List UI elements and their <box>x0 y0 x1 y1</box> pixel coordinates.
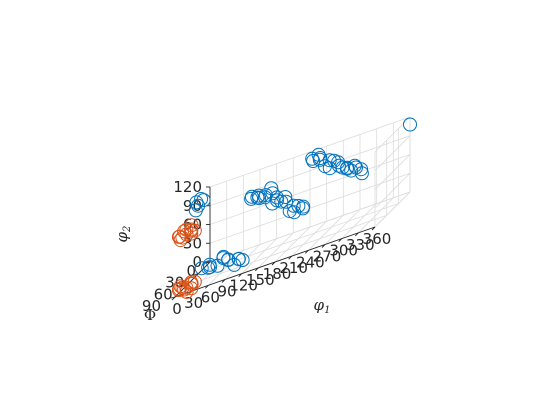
grid-line-z-backwall <box>209 135 411 207</box>
data-point-marker <box>187 274 202 289</box>
x-tick-label: 210 <box>279 259 308 277</box>
y-axis-label: Φ <box>144 306 156 324</box>
tick-labels: 0 306090120150180210240270300330360030609… <box>142 178 391 318</box>
y-tick-label: 0 <box>186 262 196 280</box>
x-tick-label: 90 <box>217 283 236 301</box>
grid-line-x-floor <box>274 226 311 263</box>
z-axis-label: φ2 <box>113 226 133 243</box>
data-point-marker <box>202 257 217 272</box>
grid-line-z-backwall <box>209 154 411 225</box>
data-point-marker <box>196 193 211 208</box>
grid-line-x-floor <box>241 238 277 274</box>
grid-line-x-floor <box>341 203 377 239</box>
x-tick-label: 150 <box>246 271 275 289</box>
data-point-marker <box>274 194 289 209</box>
grid-line-x-floor <box>308 215 344 251</box>
x-tick-label: 30 <box>184 294 203 312</box>
data-point-marker <box>177 282 192 297</box>
data-point-marker <box>279 194 294 209</box>
y-tick-label: 90 <box>142 297 161 315</box>
data-point-marker <box>221 252 236 267</box>
grid-line-x-floor <box>324 209 361 245</box>
data-point-marker <box>235 253 250 267</box>
data-point-marker <box>194 192 209 206</box>
data-point-marker <box>184 223 199 238</box>
data-markers <box>171 117 417 299</box>
grid-line-x-floor <box>358 197 394 234</box>
grid-line-y-floor <box>198 203 399 275</box>
grid-line-x-floor <box>224 244 261 280</box>
x-tick-mark <box>305 250 309 254</box>
data-point-marker <box>311 147 326 162</box>
data-point-marker <box>331 158 346 173</box>
x-axis-label: φ1 <box>314 296 331 316</box>
x-tick-mark <box>271 261 276 266</box>
x-tick-mark <box>205 285 209 289</box>
data-point-marker <box>175 280 190 295</box>
y-tick-mark <box>170 296 176 299</box>
x-tick-label: 360 <box>363 230 392 248</box>
x-tick-mark <box>321 244 326 248</box>
x-tick-label: 240 <box>296 253 325 271</box>
x-tick-mark <box>288 255 292 260</box>
grid-line-z-backwall <box>209 191 411 263</box>
data-point-marker <box>286 198 301 213</box>
data-point-marker <box>269 190 284 205</box>
x-tick-label: 120 <box>229 277 258 295</box>
x-tick-label: 0 <box>172 300 182 318</box>
x-tick-label: 330 <box>346 236 375 254</box>
data-point-marker <box>313 151 328 165</box>
grid-line-z-sidewall <box>374 154 411 190</box>
data-point-marker <box>354 166 369 181</box>
data-point-marker <box>188 203 203 218</box>
x-tick-mark <box>255 267 259 272</box>
x-tick-mark <box>371 226 376 231</box>
data-point-marker <box>175 230 190 245</box>
data-point-marker <box>278 190 293 204</box>
x-tick-label: 60 <box>201 288 220 306</box>
data-point-marker <box>296 199 311 214</box>
grid-line-z-sidewall <box>374 135 411 172</box>
x-tick-label: 300 <box>329 242 358 260</box>
grid-line-z-sidewall <box>374 172 411 209</box>
data-point-marker <box>265 186 280 201</box>
data-point-marker <box>189 195 204 210</box>
data-point-marker <box>173 233 188 248</box>
grid-line-x-floor <box>291 220 327 257</box>
data-point-marker <box>403 117 417 132</box>
data-point-marker <box>184 276 199 291</box>
x-tick-mark <box>355 232 359 237</box>
z-tick-label: 120 <box>173 178 202 196</box>
data-point-marker <box>354 162 369 177</box>
grid-line-y-floor <box>186 214 387 286</box>
data-point-marker <box>187 223 202 238</box>
grid-line-x-floor <box>258 232 294 269</box>
data-point-marker <box>184 281 199 296</box>
x-tick-label: 180 <box>263 265 292 283</box>
y-tick-label: 60 <box>154 285 173 303</box>
x-tick-mark <box>338 238 342 242</box>
grid-line-z-backwall <box>209 116 411 188</box>
grid-line-z-sidewall <box>374 191 411 228</box>
data-point-marker <box>173 279 188 294</box>
data-point-marker <box>349 160 363 175</box>
data-point-marker <box>194 261 209 276</box>
z-tick-label: 0 <box>192 253 202 271</box>
data-point-marker <box>291 198 306 213</box>
data-point-marker <box>344 163 359 178</box>
data-point-marker <box>252 191 267 206</box>
x-tick-label: 270 <box>313 248 342 266</box>
x-tick-mark <box>238 273 242 277</box>
x-tick-mark <box>221 279 226 283</box>
